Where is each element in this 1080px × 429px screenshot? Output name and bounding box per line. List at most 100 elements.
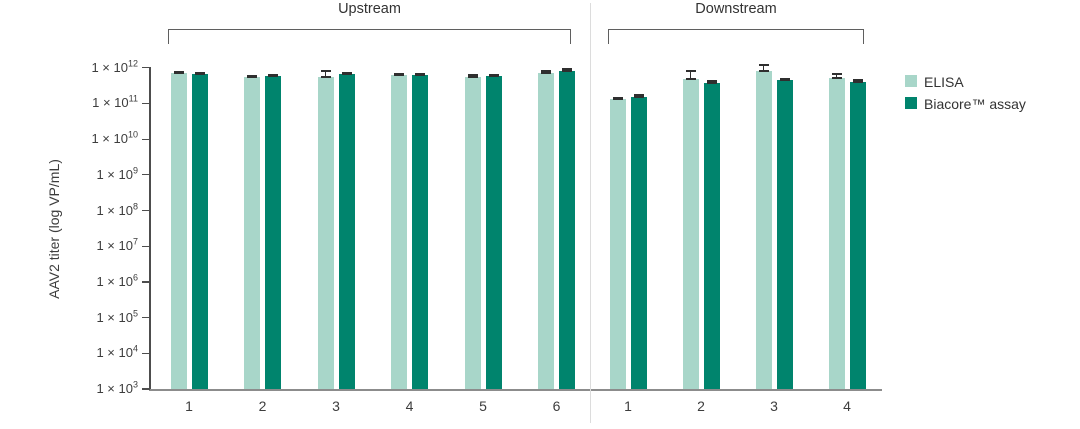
section-label-downstream: Downstream (695, 1, 777, 17)
error-bar-cap (173, 71, 184, 74)
error-bar-cap (612, 98, 623, 101)
y-tick-label: 1 × 108 (96, 201, 138, 218)
y-tick-label: 1 × 104 (96, 343, 138, 361)
error-bar-cap (488, 75, 499, 78)
y-tick-label: 1 × 1010 (91, 129, 138, 147)
error-bar-cap (247, 75, 257, 78)
y-axis-line (149, 67, 151, 389)
bar-biacore (776, 80, 793, 389)
bar-elisa (244, 76, 260, 389)
legend-swatch-biacore (905, 97, 917, 109)
error-bar-cap (268, 74, 278, 77)
y-tick-label: 1 × 109 (96, 165, 138, 182)
error-bar-cap (831, 76, 842, 79)
error-bar-cap (562, 69, 572, 72)
bar-elisa (391, 75, 407, 389)
y-tick-label: 1 × 1011 (92, 94, 138, 111)
x-tick-label: 3 (770, 398, 778, 414)
error-bar-cap (852, 79, 863, 82)
x-tick-label: 1 (185, 398, 193, 414)
error-bar-cap (467, 73, 478, 76)
bar-biacore (191, 74, 208, 389)
bar-biacore (703, 82, 720, 389)
error-bar-cap (173, 72, 184, 75)
section-divider-line (590, 3, 591, 423)
bar-elisa (170, 73, 187, 389)
error-bar-cap (831, 72, 842, 75)
error-bar-stem (324, 70, 327, 78)
bar-elisa (755, 70, 772, 389)
error-bar-cap (612, 96, 623, 99)
error-bar-cap (852, 80, 863, 83)
x-tick-label: 2 (697, 398, 705, 414)
error-bar-cap (341, 73, 352, 76)
y-tick-label: 1 × 107 (96, 236, 138, 254)
error-bar-stem (762, 64, 765, 72)
section-bracket-downstream (608, 29, 864, 44)
bar-biacore (559, 70, 575, 389)
y-tick-mark (142, 102, 150, 105)
x-tick-label: 5 (479, 398, 487, 414)
y-tick-mark (142, 67, 150, 69)
y-tick-mark (142, 138, 150, 140)
x-axis-line (149, 389, 882, 391)
bar-biacore (338, 74, 355, 389)
y-tick-label: 1 × 105 (96, 308, 138, 325)
error-bar-cap (706, 80, 717, 83)
error-bar-cap (779, 78, 790, 81)
error-bar-cap (541, 70, 551, 73)
error-bar-cap (394, 74, 404, 77)
bar-elisa (609, 99, 626, 389)
error-bar-cap (758, 69, 769, 72)
y-tick-mark (142, 317, 150, 319)
y-tick-label: 1 × 106 (96, 272, 138, 289)
y-tick-mark (142, 352, 150, 354)
bar-elisa (538, 72, 554, 389)
error-bar-cap (779, 79, 790, 82)
error-bar-cap (415, 74, 425, 77)
error-bar-cap (268, 75, 278, 78)
error-bar-cap (320, 69, 331, 72)
error-bar-cap (488, 74, 499, 77)
error-bar-cap (758, 63, 769, 66)
error-bar-cap (194, 73, 205, 76)
legend-swatch-elisa (905, 75, 917, 87)
y-tick-mark (142, 245, 150, 247)
error-bar-cap (685, 70, 696, 73)
bar-biacore (412, 75, 428, 389)
error-bar-cap (633, 93, 644, 96)
error-bar-cap (320, 75, 331, 78)
y-tick-mark (142, 209, 150, 212)
error-bar-stem (689, 71, 692, 80)
error-bar-cap (194, 72, 205, 75)
error-bar-cap (467, 76, 478, 79)
bar-elisa (828, 77, 845, 389)
legend-label-biacore: Biacore™ assay (924, 96, 1026, 112)
error-bar-cap (415, 72, 425, 75)
x-tick-label: 4 (843, 398, 851, 414)
section-label-upstream: Upstream (338, 1, 401, 17)
error-bar-cap (562, 67, 572, 70)
y-tick-mark (142, 174, 150, 176)
x-tick-label: 1 (624, 398, 632, 414)
y-tick-label: 1 × 103 (96, 379, 138, 396)
y-tick-mark (142, 281, 150, 283)
error-bar-cap (685, 77, 696, 80)
error-bar-cap (394, 72, 404, 75)
section-bracket-upstream (168, 29, 571, 44)
bar-elisa (317, 76, 334, 389)
x-tick-label: 6 (552, 398, 561, 414)
bar-biacore (265, 76, 281, 389)
x-tick-label: 4 (405, 398, 414, 414)
bar-elisa (682, 78, 699, 389)
bar-biacore (485, 76, 502, 389)
error-bar-cap (247, 74, 257, 77)
y-tick-mark (142, 388, 150, 390)
bar-biacore (849, 81, 866, 389)
legend-label-elisa: ELISA (924, 74, 964, 90)
error-bar-stem (835, 73, 838, 79)
bar-biacore (630, 97, 647, 389)
error-bar-cap (341, 71, 352, 74)
bar-elisa (464, 77, 481, 389)
